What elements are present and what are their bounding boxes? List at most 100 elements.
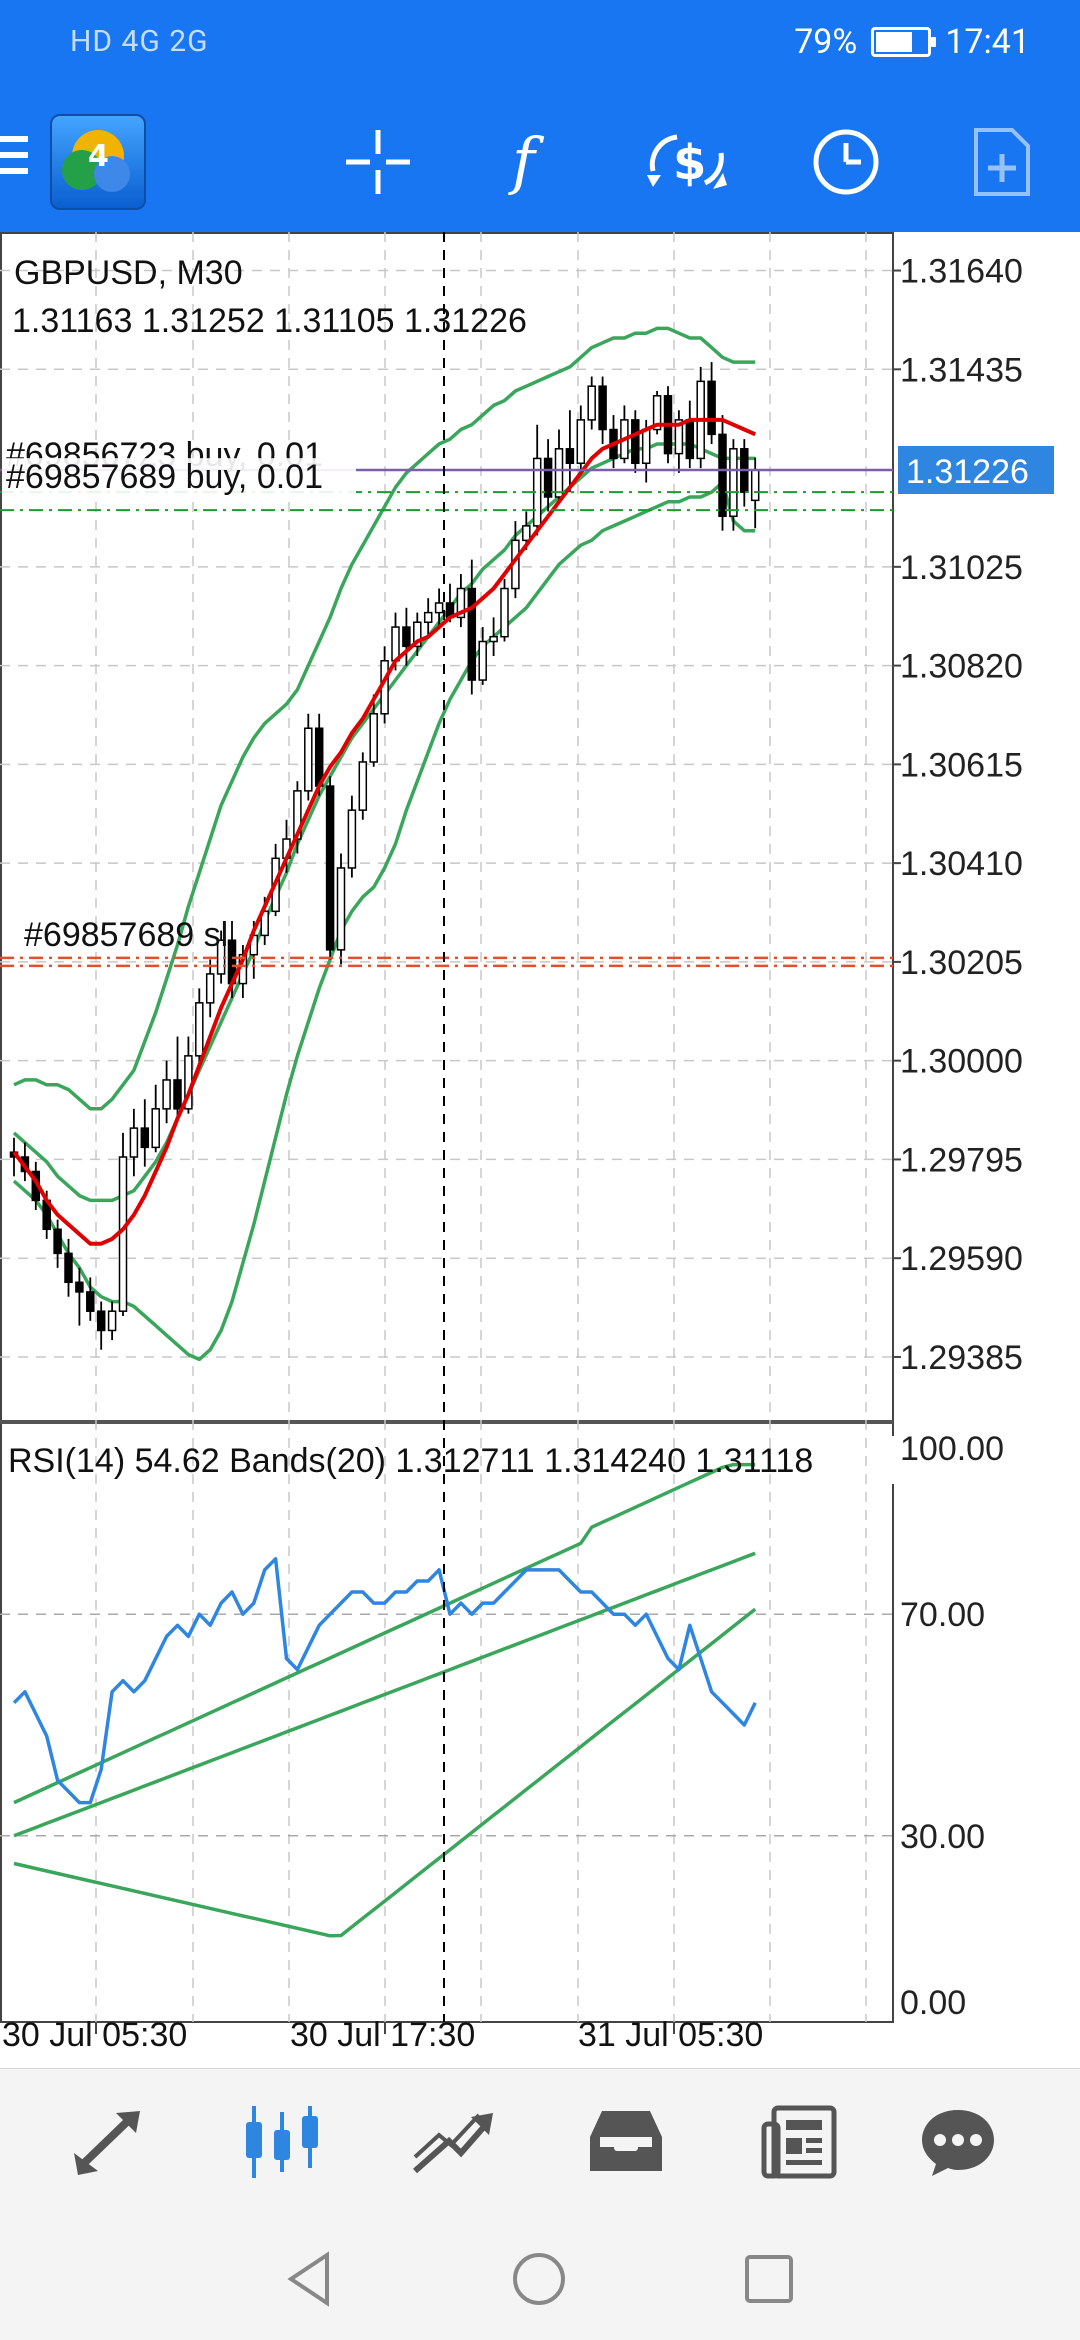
crosshair-icon[interactable]: [328, 112, 428, 212]
status-bar: HD 4G 2G 79% 17:41: [0, 0, 1080, 92]
price-tick-label: 1.31025: [900, 549, 1023, 587]
candle-body: [707, 380, 716, 436]
time-label: 31 Jul 05:30: [578, 2016, 763, 2054]
rsi-line: [12, 1557, 757, 1805]
candle-body: [478, 640, 487, 681]
price-chart[interactable]: 1.31640 1.31435 1.31025 1.30820 1.30615 1.304…: [0, 232, 1080, 2068]
indicators-icon[interactable]: f: [484, 112, 584, 212]
system-navigation: [0, 2214, 1080, 2340]
candle-body: [576, 419, 586, 465]
clock: 17:41: [945, 22, 1030, 62]
candle-body: [369, 713, 378, 763]
candle-body: [413, 621, 422, 648]
ohlc-label: 1.31163 1.31252 1.31105 1.31226: [12, 302, 527, 340]
rsi-band-middle: [13, 1551, 756, 1838]
rsi-max-label: 100.00: [900, 1430, 1004, 1468]
candle-body: [195, 1002, 204, 1057]
menu-icon[interactable]: [0, 132, 30, 182]
current-price-label: 1.31226: [906, 453, 1029, 491]
candle-body: [674, 419, 684, 455]
candle-body: [685, 419, 695, 460]
recents-icon[interactable]: [734, 2244, 804, 2314]
timeframe-icon[interactable]: [796, 112, 896, 212]
candle-body: [304, 727, 313, 792]
moving-average-line: [12, 417, 757, 1246]
candle-body: [456, 587, 466, 619]
candle-body: [423, 611, 433, 623]
rsi-band-lower: [13, 1607, 757, 1938]
home-icon[interactable]: [504, 2244, 574, 2314]
bollinger-upper-line: [13, 326, 756, 1111]
bollinger-lower-line: [12, 480, 756, 1362]
candle-body: [522, 525, 531, 542]
svg-text:4: 4: [88, 139, 109, 174]
rsi-tick-label: 70.00: [900, 1596, 985, 1634]
price-tick-label: 1.30410: [900, 845, 1023, 883]
candle-body: [162, 1079, 171, 1110]
symbol-label: GBPUSD, M30: [14, 254, 243, 292]
quotes-tab-icon[interactable]: [50, 2089, 170, 2195]
rsi-band-upper: [13, 1462, 756, 1805]
candle-body: [358, 761, 368, 811]
candle-body: [565, 448, 575, 465]
rsi-label-mask: [890, 1436, 1080, 1484]
candle-body: [325, 785, 335, 951]
candle-body: [86, 1291, 95, 1312]
candle-body: [173, 1079, 182, 1110]
status-right: 79% 17:41: [794, 22, 1030, 62]
trade-icon[interactable]: $: [640, 112, 740, 212]
chat-tab-icon[interactable]: [898, 2089, 1018, 2195]
svg-text:f: f: [508, 127, 545, 197]
metatrader-logo-icon[interactable]: 4: [50, 114, 146, 210]
candle-body: [631, 419, 640, 465]
candle-body: [336, 867, 346, 951]
price-tick-label: 1.30615: [900, 746, 1023, 784]
svg-text:$: $: [673, 135, 706, 191]
candle-body: [205, 973, 215, 1004]
candle-body: [489, 635, 498, 643]
candle-body: [402, 626, 411, 648]
rsi-tick-label: 0.00: [900, 1984, 966, 2022]
candle-body: [554, 448, 564, 498]
candle-body: [652, 395, 662, 431]
back-icon[interactable]: [274, 2244, 344, 2314]
candle-body: [53, 1228, 62, 1255]
candle-body: [64, 1252, 73, 1284]
chart-tab-icon[interactable]: [222, 2089, 342, 2195]
price-tick-label: 1.30000: [900, 1043, 1023, 1081]
new-order-icon[interactable]: [952, 112, 1052, 212]
candle-body: [391, 626, 400, 662]
candle-body: [314, 727, 324, 787]
top-toolbar: f $: [0, 92, 1080, 232]
candle-body: [750, 469, 760, 502]
news-tab-icon[interactable]: [740, 2089, 860, 2195]
candle-body: [140, 1127, 150, 1149]
candle-body: [434, 602, 444, 614]
price-tick-label: 1.31435: [900, 351, 1023, 389]
price-tick-label: 1.29795: [900, 1141, 1023, 1179]
candle-body: [347, 809, 357, 869]
bottom-navigation: [0, 2068, 1080, 2215]
candle-body: [467, 587, 477, 681]
price-tick-label: 1.29385: [900, 1339, 1023, 1377]
current-price-badge: [898, 446, 1054, 494]
price-tick-label: 1.29590: [900, 1240, 1023, 1278]
candle-body: [598, 385, 607, 431]
order-label-2-bg: [2, 458, 356, 497]
candle-body: [96, 1310, 106, 1332]
stop-loss-label: #69857689 sl: [24, 916, 228, 954]
price-tick-label: 1.30205: [900, 944, 1023, 982]
price-tick-label: 1.30820: [900, 648, 1023, 686]
candle-body: [587, 385, 596, 421]
battery-icon: [871, 27, 937, 57]
candle-body: [500, 587, 509, 638]
candle-body: [729, 448, 738, 518]
chart-area[interactable]: 1.31640 1.31435 1.31025 1.30820 1.30615 1.304…: [0, 232, 1080, 2068]
candle-body: [129, 1127, 139, 1158]
candle-body: [107, 1310, 117, 1332]
trade-tab-icon[interactable]: [392, 2089, 512, 2195]
history-tab-icon[interactable]: [566, 2089, 686, 2195]
chart-frame: [0, 232, 894, 2023]
order-label-2: #69857689 buy, 0.01: [6, 458, 323, 496]
time-label: 30 Jul 05:30: [2, 2016, 187, 2054]
